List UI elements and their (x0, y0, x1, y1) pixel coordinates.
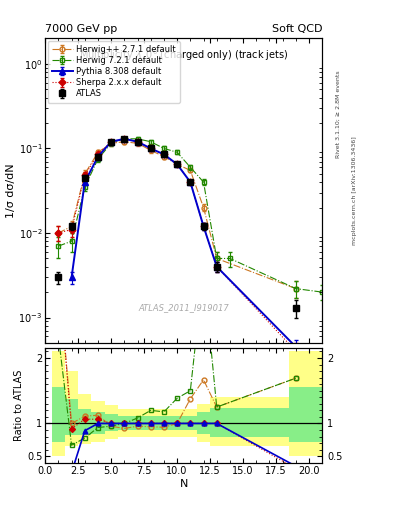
Bar (144, 416, 157, 430)
Bar (289, 388, 329, 442)
Bar (157, 416, 171, 430)
Bar (171, 409, 184, 437)
Bar (118, 416, 131, 430)
Y-axis label: Ratio to ATLAS: Ratio to ATLAS (14, 370, 24, 441)
Bar (197, 404, 210, 442)
Bar (289, 351, 329, 456)
Text: Multiplicity $\lambda\_0^0$ (charged only) (track jets): Multiplicity $\lambda\_0^0$ (charged onl… (79, 48, 288, 64)
Bar (65, 398, 78, 435)
Text: 7000 GeV pp: 7000 GeV pp (45, 24, 118, 34)
Bar (105, 414, 118, 431)
Bar (184, 409, 197, 437)
X-axis label: N: N (180, 479, 188, 489)
Y-axis label: 1/σ dσ/dN: 1/σ dσ/dN (6, 163, 16, 218)
Text: ATLAS_2011_I919017: ATLAS_2011_I919017 (138, 304, 229, 312)
Bar (105, 405, 118, 439)
Bar (78, 409, 91, 435)
Text: Rivet 3.1.10; ≥ 2.8M events: Rivet 3.1.10; ≥ 2.8M events (336, 71, 341, 158)
Bar (91, 412, 105, 434)
Bar (91, 400, 105, 442)
Bar (171, 416, 184, 430)
Bar (210, 408, 289, 437)
Bar (210, 397, 289, 446)
Bar (197, 412, 210, 434)
Legend: Herwig++ 2.7.1 default, Herwig 7.2.1 default, Pythia 8.308 default, Sherpa 2.x.x: Herwig++ 2.7.1 default, Herwig 7.2.1 def… (48, 41, 180, 102)
Bar (118, 409, 131, 437)
Bar (78, 394, 91, 444)
Bar (131, 409, 144, 437)
Text: mcplots.cern.ch [arXiv:1306.3436]: mcplots.cern.ch [arXiv:1306.3436] (352, 136, 357, 245)
Bar (52, 351, 65, 456)
Bar (157, 409, 171, 437)
Bar (65, 371, 78, 446)
Bar (144, 409, 157, 437)
Bar (52, 388, 65, 442)
Text: Soft QCD: Soft QCD (272, 24, 322, 34)
Bar (131, 416, 144, 430)
Bar (184, 416, 197, 430)
